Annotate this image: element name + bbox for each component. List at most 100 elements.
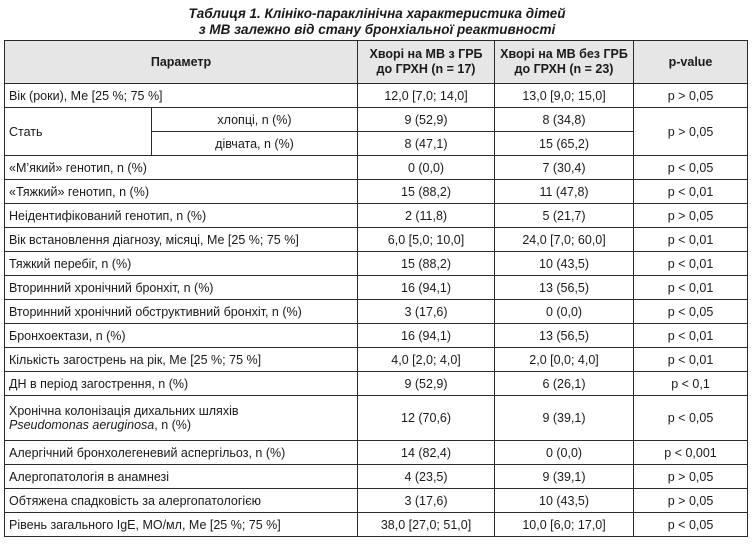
cell-group2: 13 (56,5) [494,275,635,300]
row-label: «Тяжкий» генотип, n (%) [3,179,359,204]
caption-line-1: Таблиця 1. Клініко-параклінічна характер… [188,6,566,21]
table-row: Рівень загального IgE, МО/мл, Ме [25 %; … [3,512,749,537]
table-row: дівчата, n (%) 8 (47,1) 15 (65,2) [5,131,748,156]
cell-group1: 4,0 [2,0; 4,0] [357,347,496,372]
table-row: «М’який» генотип, n (%) 0 (0,0) 7 (30,4)… [3,155,749,180]
header-group1: Хворі на МВ з ГРБ до ГРХН (n = 17) [357,40,496,84]
cell-p: p < 0,05 [633,299,749,324]
cell-group2: 0 (0,0) [494,440,635,465]
row-label: Кількість загострень на рік, Ме [25 %; 7… [3,347,359,372]
cell-group1: 3 (17,6) [357,299,496,324]
header-p: p-value [633,40,749,84]
table-row: «Тяжкий» генотип, n (%) 15 (88,2) 11 (47… [3,179,749,204]
cell-group2: 10 (43,5) [494,251,635,276]
table-row: Бронхоектази, n (%) 16 (94,1) 13 (56,5) … [3,323,749,348]
row-label: Хронічна колонізація дихальних шляхів Ps… [3,395,359,441]
header-param: Параметр [3,40,359,84]
table-row: Обтяжена спадковість за алергопатологією… [3,488,749,513]
cell-group1: 16 (94,1) [357,323,496,348]
row-label-line1: Хронічна колонізація дихальних шляхів [9,404,239,418]
table-row: Вік (роки), Ме [25 %; 75 %] 12,0 [7,0; 1… [3,83,749,108]
cell-group2: 15 (65,2) [494,131,635,156]
cell-group2: 7 (30,4) [494,155,635,180]
row-label-tail: , n (%) [154,418,192,432]
table-row: Стать хлопці, n (%) 9 (52,9) 8 (34,8) p … [4,107,749,156]
row-label: Вік (роки), Ме [25 %; 75 %] [3,83,359,108]
cell-group2: 5 (21,7) [494,203,635,228]
table-row: Вторинний хронічний обструктивний бронхі… [3,299,749,324]
row-label: Алергопатологія в анамнезі [3,464,359,489]
table-row: Хронічна колонізація дихальних шляхів Ps… [3,395,749,441]
table-row: Тяжкий перебіг, n (%) 15 (88,2) 10 (43,5… [3,251,749,276]
row-label: Алергічний бронхолегеневий аспергільоз, … [3,440,359,465]
table-row: ДН в період загострення, n (%) 9 (52,9) … [3,371,749,396]
row-label: Тяжкий перебіг, n (%) [3,251,359,276]
cell-p: p > 0,05 [633,107,749,156]
row-label: Вік встановлення діагнозу, місяці, Ме [2… [3,227,359,252]
cell-group1: 2 (11,8) [357,203,496,228]
table-row: Алергічний бронхолегеневий аспергільоз, … [3,440,749,465]
cell-group1: 15 (88,2) [357,179,496,204]
cell-group1: 12,0 [7,0; 14,0] [357,83,496,108]
cell-group2: 13,0 [9,0; 15,0] [494,83,635,108]
cell-group1: 12 (70,6) [357,395,496,441]
cell-group1: 8 (47,1) [357,131,496,156]
cell-group1: 9 (52,9) [357,107,496,132]
cell-group1: 15 (88,2) [357,251,496,276]
cell-group2: 24,0 [7,0; 60,0] [494,227,635,252]
row-sublabel-boys: хлопці, n (%) [150,107,359,132]
cell-p: p < 0,01 [633,179,749,204]
row-label: Неідентифікований генотип, n (%) [3,203,359,228]
cell-group1: 38,0 [27,0; 51,0] [357,512,496,537]
cell-group1: 6,0 [5,0; 10,0] [357,227,496,252]
cell-p: p > 0,05 [633,488,749,513]
cell-group1: 3 (17,6) [357,488,496,513]
cell-group2: 10 (43,5) [494,488,635,513]
cell-group1: 0 (0,0) [357,155,496,180]
cell-p: p < 0,001 [633,440,749,465]
table-row: Вторинний хронічний бронхіт, n (%) 16 (9… [3,275,749,300]
row-label: Обтяжена спадковість за алергопатологією [3,488,359,513]
row-label: Бронхоектази, n (%) [3,323,359,348]
table-row: Алергопатологія в анамнезі 4 (23,5) 9 (3… [3,464,749,489]
cell-p: p < 0,05 [633,155,749,180]
cell-p: p < 0,05 [633,395,749,441]
cell-group1: 14 (82,4) [357,440,496,465]
cell-group1: 9 (52,9) [357,371,496,396]
cell-group2: 8 (34,8) [494,107,635,132]
cell-group2: 13 (56,5) [494,323,635,348]
cell-group2: 6 (26,1) [494,371,635,396]
cell-group1: 16 (94,1) [357,275,496,300]
cell-p: p > 0,05 [633,464,749,489]
row-label: «М’який» генотип, n (%) [3,155,359,180]
cell-p: p < 0,01 [633,275,749,300]
table-row: Кількість загострень на рік, Ме [25 %; 7… [3,347,749,372]
row-label: Рівень загального IgE, МО/мл, Ме [25 %; … [3,512,359,537]
cell-group2: 0 (0,0) [494,299,635,324]
cell-p: p < 0,01 [633,251,749,276]
cell-group2: 11 (47,8) [494,179,635,204]
cell-p: p < 0,01 [633,323,749,348]
row-label: Вторинний хронічний бронхіт, n (%) [3,275,359,300]
cell-group1: 4 (23,5) [357,464,496,489]
row-label: Вторинний хронічний обструктивний бронхі… [3,299,359,324]
cell-p: p > 0,05 [633,203,749,228]
data-table: Параметр Хворі на МВ з ГРБ до ГРХН (n = … [3,40,749,537]
header-group2: Хворі на МВ без ГРБ до ГРХН (n = 23) [494,40,635,84]
cell-group2: 9 (39,1) [494,395,635,441]
cell-group2: 2,0 [0,0; 4,0] [494,347,635,372]
caption-line-2: з МВ залежно від стану бронхіальної реак… [198,22,556,37]
cell-p: p < 0,1 [633,371,749,396]
cell-group2: 10,0 [6,0; 17,0] [494,512,635,537]
cell-p: p < 0,05 [633,512,749,537]
row-label-sex: Стать [4,107,152,156]
row-label-italic: Pseudomonas aeruginosa [9,418,155,432]
header-row: Параметр Хворі на МВ з ГРБ до ГРХН (n = … [3,40,749,84]
cell-p: p > 0,05 [633,83,749,108]
cell-group2: 9 (39,1) [494,464,635,489]
row-label: ДН в період загострення, n (%) [3,371,359,396]
table-row: Неідентифікований генотип, n (%) 2 (11,8… [3,203,749,228]
table-caption: Таблиця 1. Клініко-параклінічна характер… [0,6,754,38]
cell-p: p < 0,01 [633,227,749,252]
